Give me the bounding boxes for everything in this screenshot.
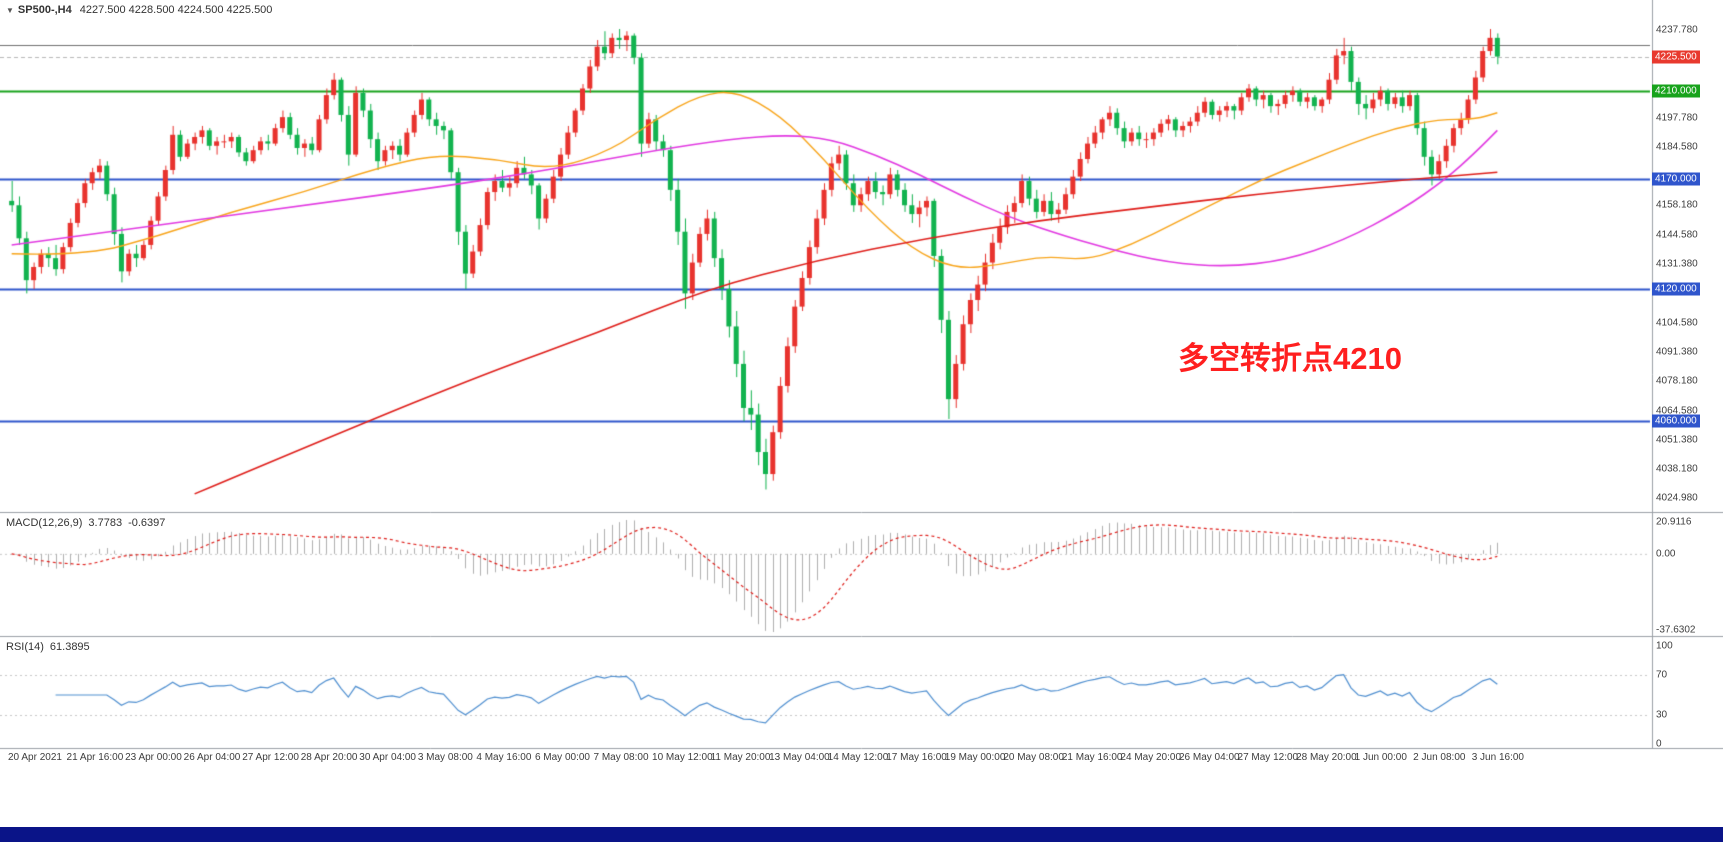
- rsi-indicator-header: RSI(14) 61.3895: [6, 641, 90, 653]
- symbol-period-label: SP500-,H4: [17, 4, 72, 16]
- chart-symbol-header: ▼ SP500-,H4 4227.500 4228.500 4224.500 422…: [6, 4, 272, 16]
- rsi-value: 61.3895: [49, 641, 90, 653]
- rsi-label: RSI(14): [6, 641, 44, 653]
- symbol-marker-icon: ▼: [6, 6, 14, 15]
- ohlc-values: 4227.500 4228.500 4224.500 4225.500: [79, 4, 273, 16]
- annotation-text: 多空转折点4210: [1178, 341, 1402, 376]
- macd-indicator-header: MACD(12,26,9) 3.7783 -0.6397: [6, 517, 165, 529]
- macd-value-signal: -0.6397: [128, 517, 166, 529]
- bottom-bar: [0, 827, 1723, 842]
- macd-value-main: 3.7783: [88, 517, 123, 529]
- macd-label: MACD(12,26,9): [6, 517, 83, 529]
